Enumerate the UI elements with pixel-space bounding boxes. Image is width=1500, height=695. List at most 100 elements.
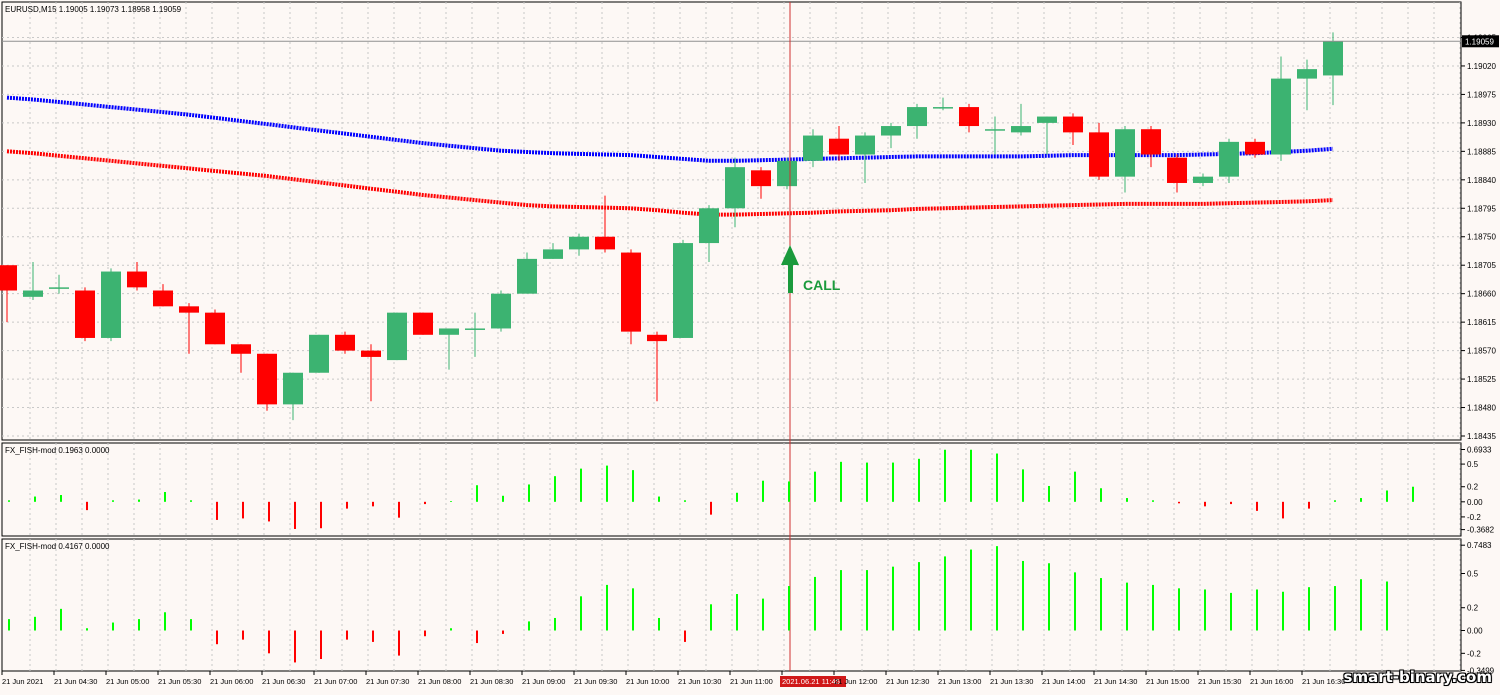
indicator-2-y-tick-label: 0.7483 bbox=[1467, 541, 1492, 550]
indicator-1-y-tick-label: 0.5 bbox=[1467, 460, 1479, 469]
x-tick-label: 21 Jun 16:30 bbox=[1302, 677, 1345, 686]
candle-body bbox=[985, 129, 1005, 131]
candle-body bbox=[1063, 116, 1083, 133]
indicator-2-y-tick-label: 0.5 bbox=[1467, 570, 1479, 579]
indicator-1-header: FX_FISH-mod 0.1963 0.0000 bbox=[5, 446, 110, 455]
y-tick-label: 1.18570 bbox=[1467, 347, 1496, 356]
candle-body bbox=[101, 271, 121, 338]
indicator-1-y-tick-label: -0.2 bbox=[1467, 513, 1481, 522]
candle-body bbox=[855, 135, 875, 155]
candle-body bbox=[1167, 157, 1187, 183]
candle-body bbox=[283, 372, 303, 405]
candle-body bbox=[803, 135, 823, 161]
y-tick-label: 1.18930 bbox=[1467, 119, 1496, 128]
y-tick-label: 1.18840 bbox=[1467, 176, 1496, 185]
candle-body bbox=[543, 249, 563, 259]
candle-body bbox=[751, 170, 771, 187]
x-tick-label: 21 Jun 15:30 bbox=[1198, 677, 1241, 686]
indicator-1-y-tick-label: -0.3682 bbox=[1467, 526, 1495, 535]
y-tick-label: 1.19020 bbox=[1467, 62, 1496, 71]
candle-body bbox=[335, 334, 355, 351]
x-tick-label: 21 Jun 11:00 bbox=[730, 677, 773, 686]
y-tick-label: 1.18885 bbox=[1467, 147, 1496, 156]
candle-body bbox=[829, 138, 849, 155]
candle-body bbox=[1037, 116, 1057, 123]
candle-body bbox=[23, 290, 43, 297]
candle-body bbox=[1089, 132, 1109, 177]
candle-body bbox=[1193, 176, 1213, 183]
x-tick-label: 21 Jun 07:00 bbox=[314, 677, 357, 686]
x-tick-label: 21 Jun 07:30 bbox=[366, 677, 409, 686]
x-tick-label: 21 Jun 12:00 bbox=[834, 677, 877, 686]
x-tick-label: 21 Jun 13:30 bbox=[990, 677, 1033, 686]
candle-body bbox=[439, 328, 459, 335]
candle-body bbox=[1323, 41, 1343, 76]
candle-body bbox=[387, 312, 407, 361]
y-tick-label: 1.18705 bbox=[1467, 261, 1496, 270]
x-tick-label: 21 Jun 06:30 bbox=[262, 677, 305, 686]
current-price-tag bbox=[1462, 35, 1499, 48]
candle-body bbox=[621, 252, 641, 332]
y-tick-label: 1.18795 bbox=[1467, 204, 1496, 213]
candle-body bbox=[127, 271, 147, 288]
y-tick-label: 1.18480 bbox=[1467, 404, 1496, 413]
y-tick-label: 1.18525 bbox=[1467, 375, 1496, 384]
candle-body bbox=[465, 328, 485, 330]
y-tick-label: 1.18975 bbox=[1467, 90, 1496, 99]
candle-body bbox=[647, 334, 667, 342]
x-tick-label: 21 Jun 16:00 bbox=[1250, 677, 1293, 686]
x-tick-label: 21 Jun 08:30 bbox=[470, 677, 513, 686]
candle-body bbox=[673, 243, 693, 338]
x-tick-label: 21 Jun 10:30 bbox=[678, 677, 721, 686]
candle-body bbox=[0, 265, 17, 291]
candle-body bbox=[777, 160, 797, 187]
x-tick-label: 21 Jun 2021 bbox=[2, 677, 43, 686]
indicator-1-y-tick-label: 0.6933 bbox=[1467, 446, 1492, 455]
candle-body bbox=[49, 287, 69, 289]
candle-body bbox=[569, 236, 589, 250]
candle-body bbox=[179, 306, 199, 313]
candle-body bbox=[933, 107, 953, 109]
moving-average-slow bbox=[6, 149, 1334, 217]
indicator-2-y-tick-label: -0.2 bbox=[1467, 649, 1481, 658]
x-tick-label: 21 Jun 09:00 bbox=[522, 677, 565, 686]
y-tick-label: 1.18750 bbox=[1467, 233, 1496, 242]
indicator-2-y-tick-label: -0.3499 bbox=[1467, 666, 1495, 675]
candle-body bbox=[1297, 69, 1317, 79]
signal-label: CALL bbox=[803, 277, 841, 293]
y-tick-label: 1.18615 bbox=[1467, 318, 1496, 327]
candle-body bbox=[1219, 141, 1239, 177]
y-tick-label: 1.18435 bbox=[1467, 432, 1496, 441]
current-price-label: 1.19059 bbox=[1465, 37, 1494, 46]
x-tick-label: 21 Jun 08:00 bbox=[418, 677, 461, 686]
cursor-time-tag bbox=[780, 676, 846, 687]
x-tick-label: 21 Jun 06:00 bbox=[210, 677, 253, 686]
candle-body bbox=[595, 236, 615, 250]
indicator-2-y-tick-label: 0.00 bbox=[1467, 627, 1483, 636]
x-tick-label: 21 Jun 14:00 bbox=[1042, 677, 1085, 686]
signal-arrow-shaft bbox=[788, 264, 793, 293]
x-tick-label: 21 Jun 04:30 bbox=[54, 677, 97, 686]
candle-body bbox=[517, 258, 537, 294]
candle-body bbox=[1115, 129, 1135, 177]
candle-body bbox=[881, 126, 901, 136]
x-tick-label: 21 Jun 10:00 bbox=[626, 677, 669, 686]
candle-body bbox=[907, 107, 927, 127]
candle-body bbox=[959, 107, 979, 127]
candle-body bbox=[361, 350, 381, 357]
candle-body bbox=[257, 353, 277, 405]
x-tick-label: 21 Jun 12:30 bbox=[886, 677, 929, 686]
candle-body bbox=[1011, 126, 1031, 133]
indicator-1-y-tick-label: 0.00 bbox=[1467, 498, 1483, 507]
x-tick-label: 21 Jun 05:30 bbox=[158, 677, 201, 686]
cursor-time-label: 2021.06.21 11:45 bbox=[782, 677, 840, 686]
candle-body bbox=[1141, 129, 1161, 155]
indicator-1-y-tick-label: 0.2 bbox=[1467, 483, 1479, 492]
x-tick-label: 21 Jun 14:30 bbox=[1094, 677, 1137, 686]
moving-average-fast bbox=[6, 95, 1334, 163]
candle-body bbox=[231, 344, 251, 354]
candle-body bbox=[491, 293, 511, 329]
candle-body bbox=[205, 312, 225, 345]
